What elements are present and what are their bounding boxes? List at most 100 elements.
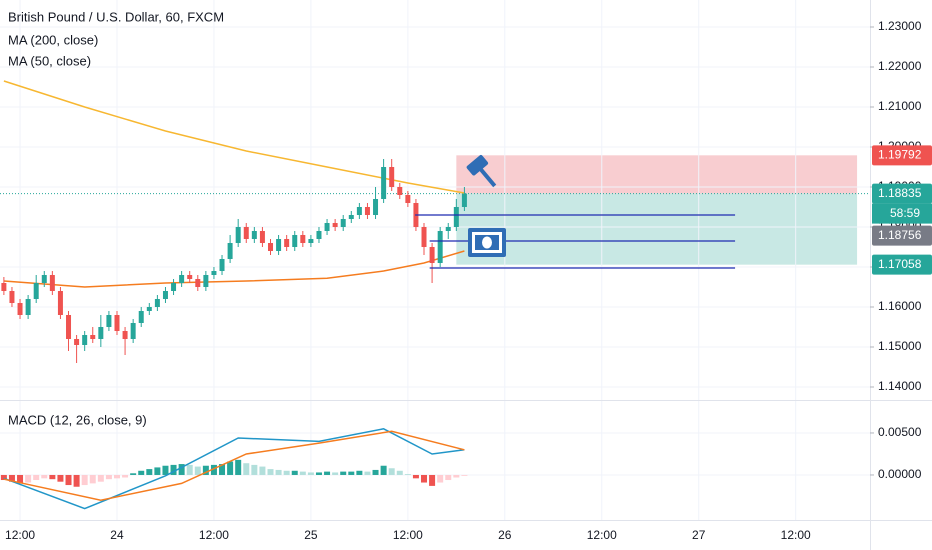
histogram-bar: [299, 471, 306, 475]
chart-title: British Pound / U.S. Dollar, 60, FXCM: [8, 9, 224, 24]
candle-body: [389, 167, 395, 187]
x-tick-label: 12:00: [587, 528, 617, 542]
y-tick-label: 1.23000: [878, 19, 922, 33]
histogram-bar: [421, 474, 428, 483]
candle-body: [397, 187, 403, 195]
y-tick-label: 1.22000: [878, 59, 922, 73]
price-label: 1.18835: [878, 186, 922, 200]
histogram-bar: [146, 469, 153, 475]
histogram-bar: [122, 474, 129, 478]
histogram-bar: [57, 474, 64, 482]
histogram-bar: [445, 474, 452, 481]
y-tick-label: 1.16000: [878, 299, 922, 313]
histogram-bar: [33, 474, 40, 481]
profit-zone: [456, 193, 858, 265]
candle-body: [284, 239, 290, 247]
candle-body: [162, 291, 168, 299]
histogram-bar: [453, 474, 460, 478]
histogram-bar: [73, 474, 80, 487]
x-tick-label: 26: [498, 528, 512, 542]
histogram-bar: [235, 459, 242, 475]
histogram-bar: [412, 474, 419, 479]
candle-body: [437, 231, 443, 263]
candle-body: [33, 283, 39, 299]
histogram-bar: [170, 464, 177, 475]
candle-body: [300, 235, 306, 243]
histogram-bar: [437, 474, 444, 483]
price-label-box: [872, 183, 932, 204]
candle-body: [171, 283, 177, 291]
candle-body: [41, 275, 47, 283]
candle-body: [421, 227, 427, 247]
candle-body: [445, 227, 451, 231]
candle-body: [146, 307, 152, 311]
candle-body: [276, 239, 282, 251]
candle-body: [106, 315, 112, 327]
candle-body: [82, 335, 88, 345]
histogram-bar: [356, 470, 363, 475]
candle-body: [57, 291, 63, 315]
x-tick-label: 12:00: [199, 528, 229, 542]
histogram-bar: [388, 468, 395, 475]
histogram-bar: [348, 471, 355, 475]
histogram-bar: [243, 463, 250, 475]
x-tick-label: 24: [110, 528, 124, 542]
price-label-box: [872, 225, 932, 246]
candle-body: [405, 195, 411, 203]
candle-body: [187, 275, 193, 279]
histogram-bar: [227, 461, 234, 475]
candle-body: [268, 243, 274, 251]
histogram-bar: [380, 465, 387, 475]
candle-body: [364, 207, 370, 215]
candle-body: [292, 235, 298, 247]
candle-body: [251, 231, 257, 239]
candle-body: [429, 247, 435, 263]
histogram-bar: [251, 464, 258, 475]
candle-body: [203, 275, 209, 287]
banknote-icon[interactable]: [468, 228, 506, 257]
line: [3, 430, 465, 501]
gavel-icon[interactable]: [466, 154, 503, 192]
histogram-bar: [340, 471, 347, 475]
histogram-bar: [178, 464, 185, 475]
line: [3, 250, 465, 288]
candle-body: [17, 303, 23, 315]
price-label: 1.17058: [878, 257, 922, 271]
candle-body: [308, 239, 314, 243]
price-label-box: [872, 145, 932, 166]
histogram-bar: [210, 464, 217, 475]
histogram-bar: [25, 474, 32, 483]
candle-body: [195, 279, 201, 287]
x-tick-label: 12:00: [781, 528, 811, 542]
legend-entry: MA (200, close): [8, 32, 98, 47]
candle-body: [340, 219, 346, 227]
y-tick-label: 1.21000: [878, 99, 922, 113]
histogram-bar: [186, 464, 193, 475]
candle-body: [332, 223, 338, 227]
histogram-bar: [396, 470, 403, 475]
histogram-bar: [291, 470, 298, 475]
candle-body: [74, 339, 80, 345]
histogram-bar: [404, 474, 411, 475]
legend-entry: MA (50, close): [8, 53, 91, 68]
candle-body: [9, 291, 15, 303]
histogram-bar: [219, 464, 226, 475]
histogram-bar: [364, 471, 371, 475]
histogram-bar: [8, 474, 15, 482]
histogram-bar: [49, 474, 56, 480]
histogram-bar: [259, 466, 266, 475]
histogram-bar: [154, 467, 161, 475]
countdown: 58:59: [890, 206, 920, 220]
line: [3, 80, 465, 194]
candle-body: [453, 207, 459, 227]
histogram-bar: [0, 474, 7, 481]
histogram-bar: [194, 466, 201, 475]
candle-body: [25, 299, 31, 315]
candle-body: [66, 315, 72, 339]
histogram-bar: [138, 470, 145, 475]
candle-body: [114, 315, 120, 331]
line: [3, 428, 465, 510]
x-tick-label: 27: [692, 528, 706, 542]
histogram-bar: [97, 474, 104, 482]
x-tick-label: 25: [304, 528, 318, 542]
